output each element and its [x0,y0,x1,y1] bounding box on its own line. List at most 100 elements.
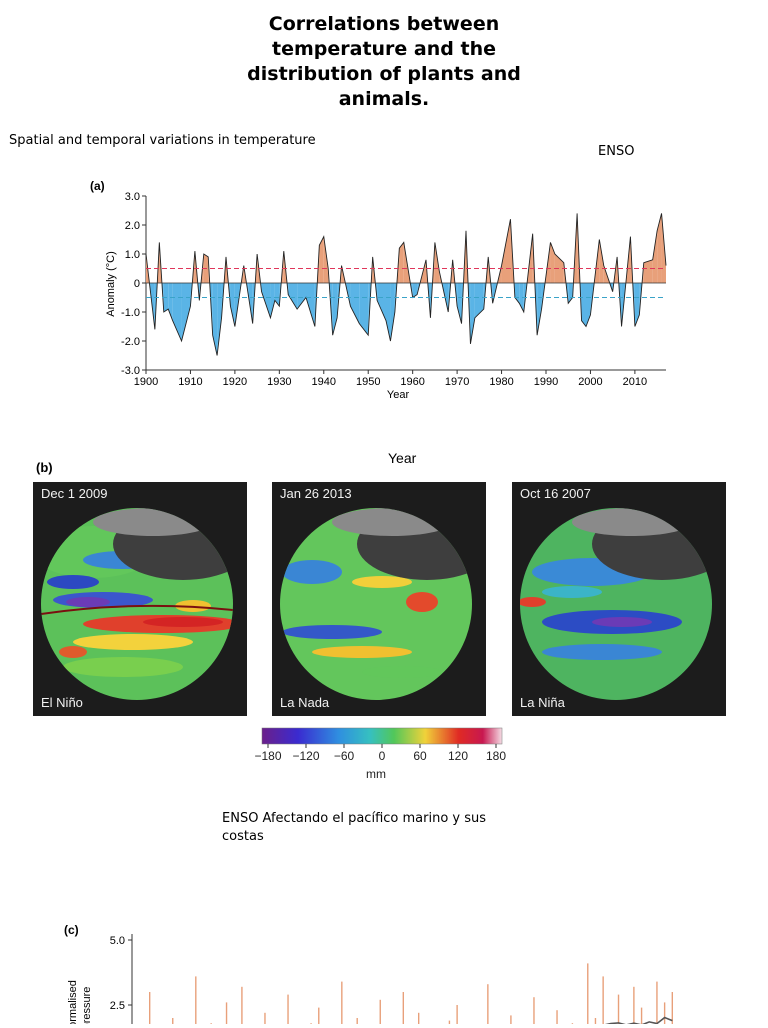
panel-b-header: Year [388,450,417,466]
colorbar-tick-label: 120 [448,749,468,763]
anomaly-area-segment [217,283,222,356]
anomaly-area-segment [612,283,614,292]
anomaly-x-tick-label: 2010 [623,376,647,388]
globe-date-el-nino: Dec 1 2009 [41,486,108,501]
page-title: Correlations between temperature and the… [247,13,521,110]
anomaly-area-segment [545,242,551,283]
panel-b-label: (b) [36,460,53,475]
panel-a-label: (a) [90,179,105,193]
panel-c-label: (c) [64,923,79,937]
anomaly-area-segment [230,283,235,327]
anomaly-area-segment [288,283,298,310]
anomaly-area-segment [201,254,204,283]
anomaly-area-segment [186,283,191,324]
globe-panel-la-nada: Jan 26 2013 La Nada [272,482,486,716]
globe-panel-el-nino: Dec 1 2009 El Niño [33,482,247,716]
colorbar-tick-label: −60 [334,749,355,763]
anomaly-y-tick-label: -2.0 [121,336,140,348]
anomaly-x-tick-label: 1980 [489,376,513,388]
anomaly-area-segment [537,283,542,336]
anomaly-chart-svg: (a) Anomaly (°C) Year 3.0 2.0 1.0 0 -1.0 -2.0… [90,179,667,401]
anomaly-area-segment [261,283,271,318]
anomaly-x-tick-label: 1910 [178,376,202,388]
anomaly-area-segment [319,236,324,283]
anomaly-area-segment [390,283,395,341]
colorbar-svg: −180 −120 −60 0 60 120 180 mm [254,727,506,781]
anomaly-x-tick-label: 1960 [400,376,424,388]
colorbar-tick-label: 0 [379,749,386,763]
anomaly-area-segment [470,283,475,344]
anomaly-area-segment [350,283,360,324]
anomaly-area-segment [586,283,591,327]
anomaly-y-tick-label: 0 [134,278,140,290]
anomaly-area-segment [208,256,210,283]
globe-state-la-nada: La Nada [280,695,330,710]
anomaly-area-segment [270,283,275,318]
anomaly-area-segment [474,283,484,318]
anomaly-area-segment [643,259,653,283]
pressure-y-tick-label: 2.5 [110,1000,125,1012]
anomaly-area-segment [306,283,315,327]
anomaly-area-segment [412,283,418,298]
anomaly-x-tick-label: 1990 [534,376,558,388]
anomaly-area-segment [274,283,280,307]
anomaly-x-tick-label: 2000 [578,376,602,388]
caption-spatial: Spatial and temporal variations in tempe… [9,133,316,148]
anomaly-area-segment [212,283,218,356]
rainfall-colorbar: −180 −120 −60 0 60 120 180 mm [240,726,520,782]
globe-date-la-nina: Oct 16 2007 [520,486,591,501]
anomaly-area-segment [634,283,640,327]
anomaly-area-segment [172,283,182,341]
anomaly-area-segment [337,283,341,318]
anomaly-x-axis-label: Year [387,389,410,401]
anomaly-area-segment [599,239,604,283]
anomaly-area-segment [323,236,329,283]
globe-la-nada-image [280,508,472,700]
globe-la-nina-image [520,508,712,700]
anomaly-area-segment [554,254,564,283]
anomaly-y-tick-label: -3.0 [121,365,140,377]
anomaly-area-segment [399,242,404,283]
anomaly-area-segment [501,219,511,283]
anomaly-x-tick-label: 1970 [445,376,469,388]
anomaly-y-tick-label: 2.0 [125,220,140,232]
colorbar-tick-label: −180 [254,749,281,763]
globe-date-la-nada: Jan 26 2013 [280,486,352,501]
pressure-y-tick-label: 5.0 [110,935,125,947]
panel-c-pressure-chart: (c) Normalised pressure 5.0 2.5 [60,920,700,1028]
caption-enso: ENSO [598,144,635,159]
globe-state-el-nino: El Niño [41,695,83,710]
anomaly-area-segment [488,256,491,283]
anomaly-area-segment [328,268,330,283]
anomaly-area-segment [359,283,369,336]
anomaly-area-segment [527,233,533,283]
anomaly-area-segment [457,283,462,324]
globe-el-nino-image [41,508,233,700]
colorbar-tick-label: 180 [486,749,506,763]
anomaly-area-segment [199,283,201,301]
anomaly-x-tick-label: 1950 [356,376,380,388]
pressure-y-label-line1: Normalised [67,980,79,1024]
pressure-y-label-line2: pressure [81,987,93,1024]
anomaly-y-tick-label: 3.0 [125,191,140,203]
anomaly-area-segment [550,242,555,283]
anomaly-y-axis-label: Anomaly (°C) [105,251,117,317]
anomaly-x-tick-label: 1900 [134,376,158,388]
anomaly-area-segment [209,283,213,336]
anomaly-area-segment [146,254,150,283]
anomaly-area-segment [260,283,262,292]
globe-state-la-nina: La Niña [520,695,565,710]
anomaly-area-segment [283,251,288,283]
pressure-chart-svg: (c) Normalised pressure 5.0 2.5 [64,923,674,1028]
colorbar-tick-label: 60 [413,749,427,763]
caption-pacific: ENSO Afectando el pacífico marino y sus … [222,811,487,844]
anomaly-area-segment [652,230,658,283]
globe-panel-la-nina: Oct 16 2007 La Niña [512,482,726,716]
anomaly-y-tick-label: -1.0 [121,307,140,319]
colorbar-unit: mm [366,767,386,781]
anomaly-area-segment [317,245,320,283]
panel-a-anomaly-chart: (a) Anomaly (°C) Year 3.0 2.0 1.0 0 -1.0 -2.0… [88,172,688,410]
anomaly-y-tick-label: 1.0 [125,249,140,261]
anomaly-area-segment [439,271,442,283]
anomaly-area-segment [159,242,162,283]
